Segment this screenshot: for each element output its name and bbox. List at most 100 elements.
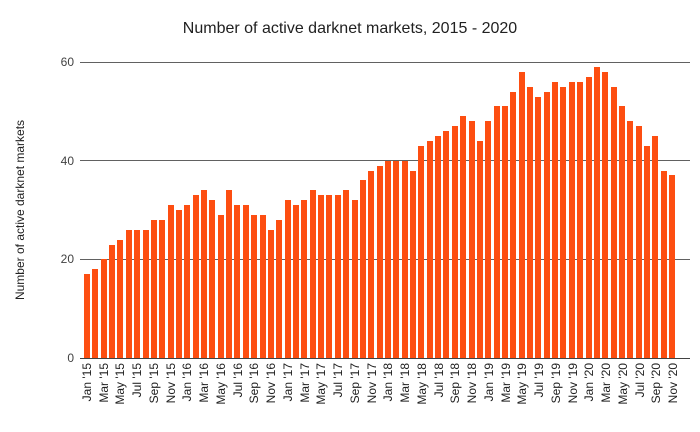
gridline-y-40	[80, 160, 690, 162]
bar-may16[interactable]	[217, 214, 224, 358]
x-tick-label-may15: May '15	[113, 363, 128, 405]
y-tick-label-0: 0	[67, 351, 74, 365]
chart-title: Number of active darknet markets, 2015 -…	[182, 20, 518, 37]
x-tick-label-sep20: Sep '20	[649, 363, 664, 404]
bar-apr20[interactable]	[610, 86, 617, 358]
bar-nov18[interactable]	[468, 121, 475, 358]
bar-jun20[interactable]	[627, 121, 634, 358]
bar-jun15[interactable]	[125, 229, 132, 358]
bar-jan15[interactable]	[84, 274, 90, 358]
bar-apr18[interactable]	[410, 170, 417, 358]
bar-may19[interactable]	[518, 71, 525, 358]
bar-mar15[interactable]	[100, 259, 107, 358]
x-tick-label-jan17: Jan '17	[280, 363, 295, 402]
bar-oct18[interactable]	[460, 116, 467, 358]
bar-jun17[interactable]	[326, 195, 333, 358]
bar-jul17[interactable]	[334, 195, 341, 358]
bar-jan20[interactable]	[585, 76, 592, 358]
bar-nov17[interactable]	[368, 170, 375, 358]
bar-sep20[interactable]	[652, 136, 659, 358]
bar-jun18[interactable]	[426, 140, 433, 358]
x-tick-label-jan15: Jan '15	[80, 363, 94, 402]
x-tick-label-may19: May '19	[515, 363, 530, 405]
bar-sep16[interactable]	[251, 214, 258, 358]
x-tick-label-jan16: Jan '16	[180, 363, 195, 402]
bar-apr17[interactable]	[309, 190, 316, 358]
bar-aug15[interactable]	[142, 229, 149, 358]
bar-jun16[interactable]	[226, 190, 233, 358]
bar-nov16[interactable]	[267, 229, 274, 358]
bar-sep19[interactable]	[552, 81, 559, 358]
bar-aug16[interactable]	[242, 205, 249, 358]
y-tick-label-20: 20	[60, 252, 74, 267]
bar-mar18[interactable]	[401, 160, 408, 358]
bar-jul20[interactable]	[635, 126, 642, 358]
bar-feb15[interactable]	[92, 269, 99, 358]
bar-apr19[interactable]	[510, 91, 517, 358]
y-axis-title: Number of active darknet markets	[13, 119, 27, 301]
x-tick-label-jul16: Jul '16	[230, 363, 245, 398]
bar-oct15[interactable]	[159, 219, 166, 358]
bar-oct20[interactable]	[660, 170, 667, 358]
bar-aug18[interactable]	[443, 131, 450, 358]
bar-dec17[interactable]	[376, 165, 383, 358]
bar-may18[interactable]	[418, 145, 425, 358]
bar-nov15[interactable]	[167, 205, 174, 358]
x-tick-label-sep17: Sep '17	[347, 363, 362, 404]
bar-jun19[interactable]	[527, 86, 534, 358]
y-tick-label-60: 60	[60, 55, 74, 69]
bar-mar16[interactable]	[201, 190, 208, 358]
bar-nov19[interactable]	[568, 81, 575, 358]
bar-aug20[interactable]	[644, 145, 651, 358]
x-tick-label-mar17: Mar '17	[297, 363, 312, 403]
x-tick-label-mar20: Mar '20	[599, 363, 614, 403]
bar-oct17[interactable]	[359, 180, 366, 358]
bar-may17[interactable]	[318, 195, 325, 358]
bar-may20[interactable]	[619, 106, 625, 358]
bar-feb20[interactable]	[593, 66, 600, 358]
bar-jul16[interactable]	[234, 205, 241, 358]
x-tick-label-jul18: Jul '18	[431, 363, 446, 398]
bar-apr16[interactable]	[209, 200, 216, 358]
bar-apr15[interactable]	[109, 244, 116, 358]
bar-jan19[interactable]	[485, 121, 492, 358]
bar-nov20[interactable]	[669, 175, 676, 358]
bar-feb19[interactable]	[493, 106, 500, 358]
bar-feb16[interactable]	[192, 195, 199, 358]
bar-dec16[interactable]	[276, 219, 283, 358]
bar-mar19[interactable]	[501, 106, 508, 358]
bar-sep17[interactable]	[351, 200, 358, 358]
bar-sep15[interactable]	[150, 219, 157, 358]
bar-jul18[interactable]	[435, 136, 442, 358]
gridline-y-60	[80, 61, 690, 63]
bar-jan18[interactable]	[384, 160, 391, 358]
bar-aug17[interactable]	[343, 190, 350, 358]
y-tick-label-40: 40	[60, 153, 74, 168]
x-tick-label-jan19: Jan '19	[481, 363, 496, 402]
x-tick-label-sep18: Sep '18	[448, 363, 463, 404]
bar-jan17[interactable]	[284, 200, 291, 358]
bar-oct16[interactable]	[259, 214, 266, 358]
bar-jul19[interactable]	[535, 96, 542, 358]
bar-feb18[interactable]	[393, 160, 400, 358]
x-tick-label-jan20: Jan '20	[582, 363, 597, 402]
bar-aug19[interactable]	[543, 91, 550, 358]
x-tick-label-jul15: Jul '15	[130, 363, 145, 398]
bar-jul15[interactable]	[134, 229, 141, 358]
x-tick-label-jul20: Jul '20	[632, 363, 647, 398]
x-tick-label-may18: May '18	[414, 363, 429, 405]
x-tick-label-may16: May '16	[213, 363, 228, 405]
x-tick-label-sep16: Sep '16	[247, 363, 262, 404]
bar-dec15[interactable]	[175, 210, 182, 358]
x-tick-label-may17: May '17	[314, 363, 329, 405]
bar-feb17[interactable]	[292, 205, 299, 358]
bar-oct19[interactable]	[560, 86, 567, 358]
bar-dec19[interactable]	[577, 81, 584, 358]
bar-mar20[interactable]	[602, 71, 609, 358]
bar-jan16[interactable]	[184, 205, 191, 358]
bar-dec18[interactable]	[476, 140, 483, 358]
bar-sep18[interactable]	[451, 126, 458, 358]
bar-mar17[interactable]	[301, 200, 308, 358]
x-tick-label-sep15: Sep '15	[146, 363, 161, 404]
bar-may15[interactable]	[117, 239, 124, 358]
